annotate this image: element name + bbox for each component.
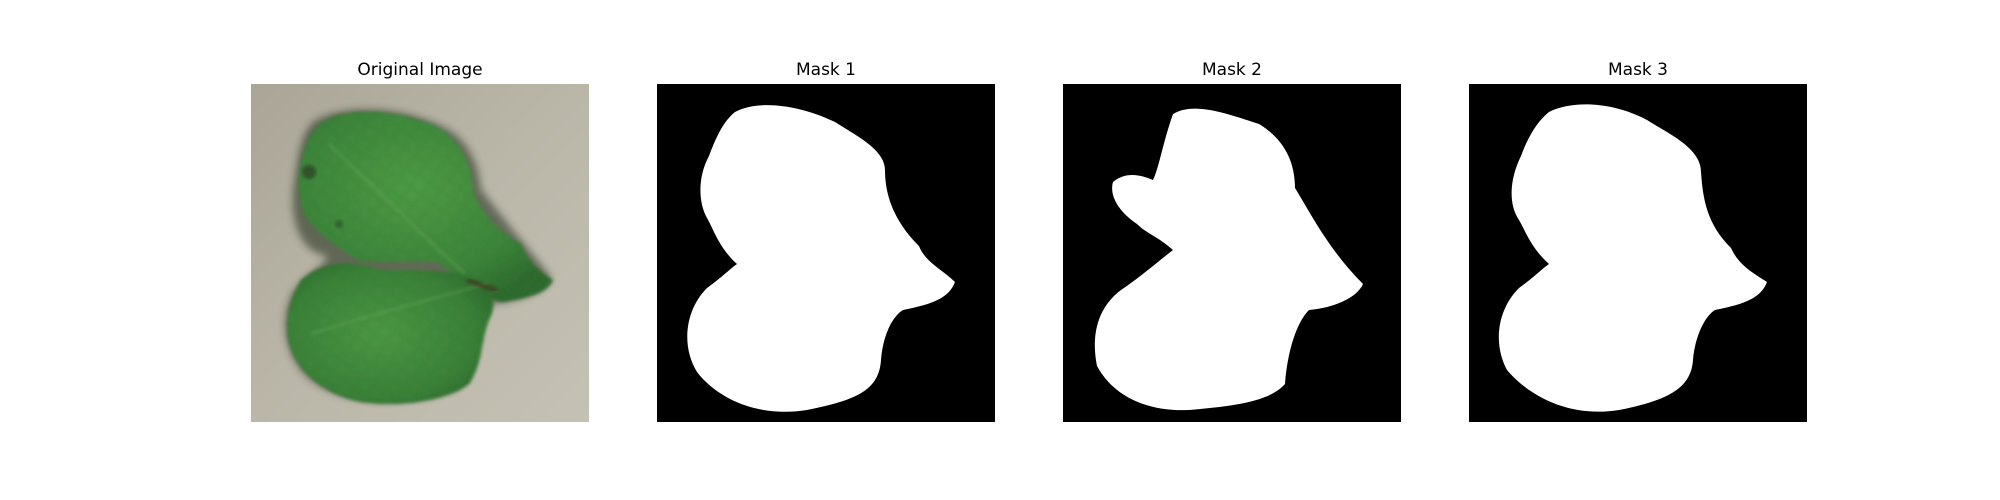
original-leaf-photo	[251, 84, 589, 422]
panel-title: Mask 1	[795, 60, 856, 80]
panel-title: Original Image	[357, 60, 483, 80]
panel-mask-2: Mask 2	[1063, 58, 1401, 422]
panel-original-image: Original Image	[251, 58, 589, 422]
panel-mask-3: Mask 3	[1469, 58, 1807, 422]
mask-3-image	[1469, 84, 1807, 422]
mask-1-image	[657, 84, 995, 422]
panel-title: Mask 2	[1201, 60, 1262, 80]
panel-title: Mask 3	[1607, 60, 1668, 80]
mask-2-image	[1063, 84, 1401, 422]
panel-mask-1: Mask 1	[657, 58, 995, 422]
